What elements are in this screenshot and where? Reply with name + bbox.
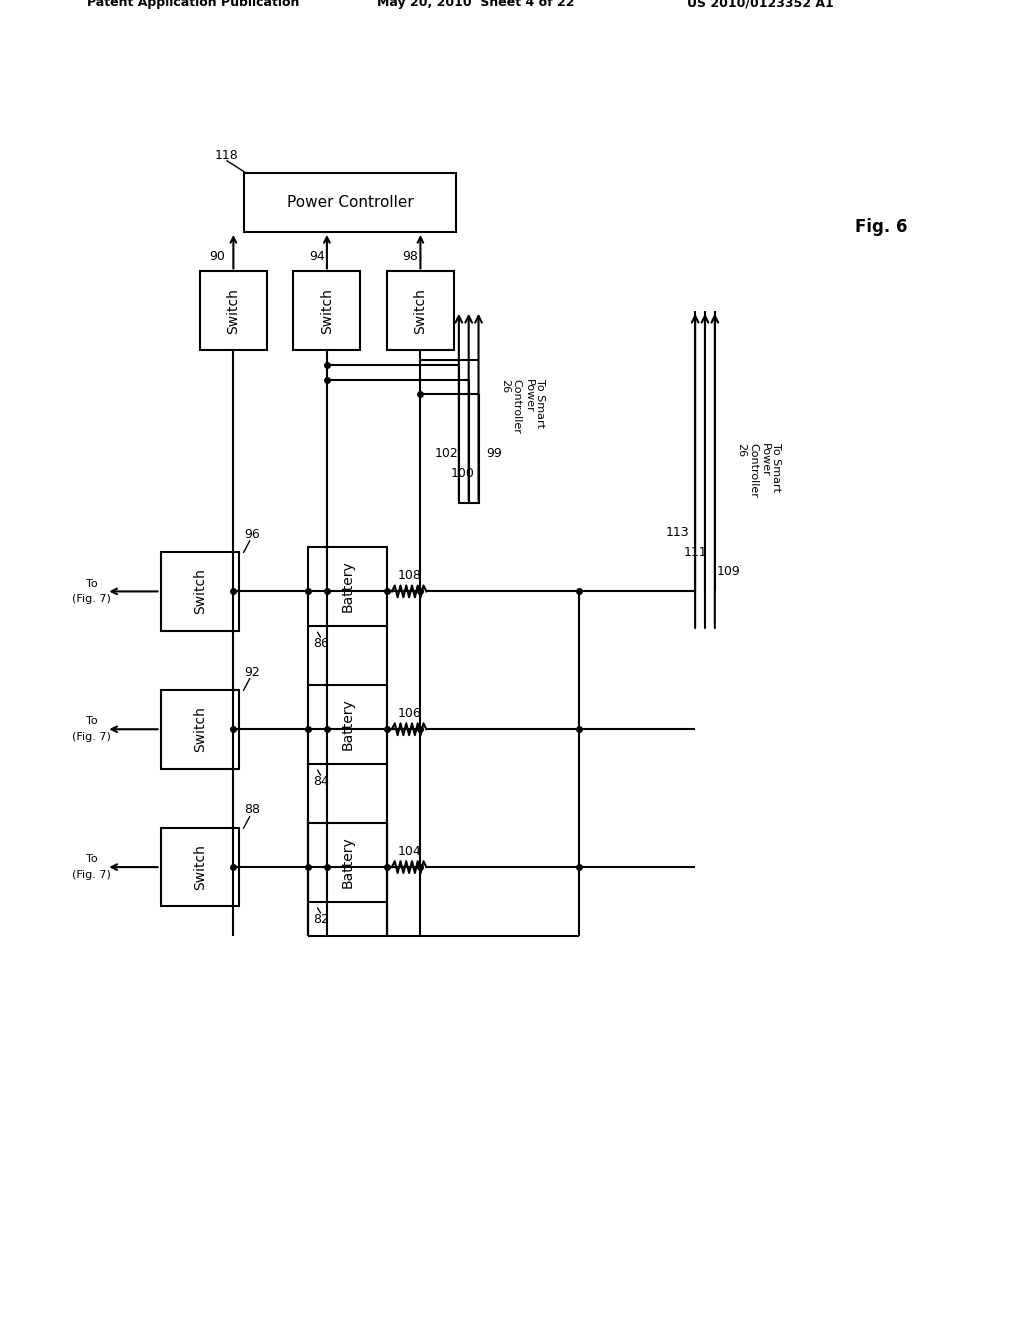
- Bar: [294, 272, 360, 350]
- Text: 104: 104: [397, 845, 421, 858]
- Text: Switch: Switch: [414, 288, 427, 334]
- Text: 99: 99: [486, 447, 502, 461]
- Text: Switch: Switch: [319, 288, 334, 334]
- Bar: [161, 828, 240, 907]
- Text: To Smart
Power
Controller
26: To Smart Power Controller 26: [500, 379, 545, 434]
- Text: (Fig. 7): (Fig. 7): [72, 733, 111, 742]
- Text: 92: 92: [244, 665, 260, 678]
- Bar: [387, 272, 454, 350]
- Bar: [161, 552, 240, 631]
- Text: 86: 86: [313, 638, 329, 649]
- Text: May 20, 2010  Sheet 4 of 22: May 20, 2010 Sheet 4 of 22: [377, 0, 574, 9]
- Text: 109: 109: [717, 565, 740, 578]
- Text: 100: 100: [451, 467, 475, 479]
- Text: 108: 108: [397, 569, 421, 582]
- Text: Switch: Switch: [193, 706, 207, 752]
- Bar: [161, 690, 240, 768]
- Bar: [244, 173, 456, 232]
- Text: (Fig. 7): (Fig. 7): [72, 594, 111, 605]
- Text: To: To: [86, 578, 97, 589]
- Text: Switch: Switch: [226, 288, 241, 334]
- Text: 88: 88: [244, 804, 260, 817]
- Text: Fig. 6: Fig. 6: [855, 218, 907, 236]
- Text: To Smart
Power
Controller
26: To Smart Power Controller 26: [736, 444, 781, 498]
- Text: 111: 111: [683, 545, 707, 558]
- Bar: [308, 546, 387, 626]
- Text: 82: 82: [313, 912, 329, 925]
- Text: Battery: Battery: [341, 698, 354, 750]
- Text: Battery: Battery: [341, 837, 354, 888]
- Text: 90: 90: [209, 251, 224, 263]
- Text: 102: 102: [434, 447, 458, 461]
- Text: 113: 113: [666, 525, 689, 539]
- Text: Switch: Switch: [193, 569, 207, 614]
- Bar: [308, 685, 387, 764]
- Text: To: To: [86, 717, 97, 726]
- Text: 96: 96: [244, 528, 260, 541]
- Text: To: To: [86, 854, 97, 865]
- Text: Switch: Switch: [193, 845, 207, 890]
- Text: Patent Application Publication: Patent Application Publication: [87, 0, 299, 9]
- Text: US 2010/0123352 A1: US 2010/0123352 A1: [687, 0, 834, 9]
- Text: 118: 118: [215, 149, 239, 162]
- Text: (Fig. 7): (Fig. 7): [72, 870, 111, 880]
- Bar: [308, 822, 387, 902]
- Text: Power Controller: Power Controller: [287, 195, 414, 210]
- Text: 106: 106: [397, 708, 421, 719]
- Bar: [200, 272, 267, 350]
- Text: 94: 94: [309, 251, 325, 263]
- Text: 84: 84: [313, 775, 329, 788]
- Text: 98: 98: [402, 251, 419, 263]
- Text: Battery: Battery: [341, 561, 354, 612]
